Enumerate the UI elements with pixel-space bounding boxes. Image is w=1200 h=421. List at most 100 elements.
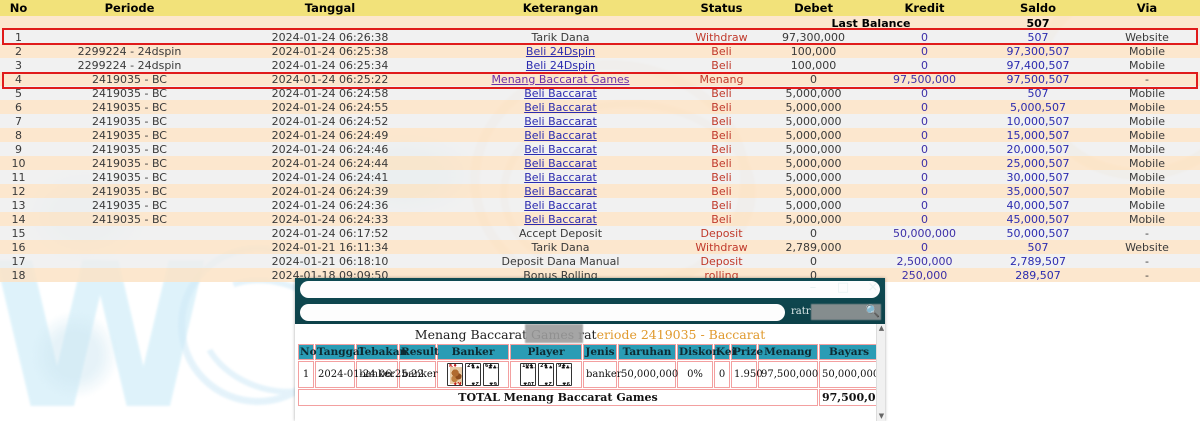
detail-col-taruhan: Taruhan xyxy=(618,344,676,360)
table-row[interactable]: 2 2299224 - 24dspin 2024-01-24 06:25:38 Bel… xyxy=(0,44,1200,58)
address-text: ratr xyxy=(791,306,811,317)
address-input[interactable] xyxy=(300,304,785,321)
cell-saldo: 507 xyxy=(982,240,1094,254)
keterangan-link[interactable]: Beli Baccarat xyxy=(524,184,597,198)
cell-tanggal: 2024-01-24 06:24:46 xyxy=(222,142,438,156)
scroll-down-icon[interactable]: ▼ xyxy=(878,412,885,420)
table-row[interactable]: 12 2419035 - BC 2024-01-24 06:24:39 Beli Ba… xyxy=(0,184,1200,198)
cell-keterangan[interactable]: Beli Baccarat xyxy=(438,156,683,170)
keterangan-link[interactable]: Beli Baccarat xyxy=(524,142,597,156)
cell-saldo: 507 xyxy=(982,86,1094,100)
column-header-kredit: Kredit xyxy=(867,0,982,16)
maximize-icon[interactable]: □ xyxy=(836,280,850,295)
cell-keterangan[interactable]: Beli Baccarat xyxy=(438,114,683,128)
cell-no: 8 xyxy=(0,128,37,142)
card-rank: 9♣ xyxy=(558,363,566,369)
table-row[interactable]: 13 2419035 - BC 2024-01-24 06:24:36 Beli Ba… xyxy=(0,198,1200,212)
keterangan-link[interactable]: Beli 24Dspin xyxy=(525,44,596,58)
table-row[interactable]: 7 2419035 - BC 2024-01-24 06:24:52 Beli Bac… xyxy=(0,114,1200,128)
cell-keterangan[interactable]: Beli Baccarat xyxy=(438,86,683,100)
cell-kredit: 0 xyxy=(867,128,982,142)
cell-saldo: 25,000,507 xyxy=(982,156,1094,170)
cell-kredit: 0 xyxy=(867,170,982,184)
table-row[interactable]: 14 2419035 - BC 2024-01-24 06:24:33 Beli Ba… xyxy=(0,212,1200,226)
table-row[interactable]: 1 2024-01-24 06:26:38 Tarik Dana Withdraw 97… xyxy=(0,30,1200,44)
cell-kredit: 0 xyxy=(867,58,982,72)
cell-no: 10 xyxy=(0,156,37,170)
cell-debet: 5,000,000 xyxy=(760,156,867,170)
cell-tanggal: 2024-01-24 06:24:52 xyxy=(222,114,438,128)
cell-status: Menang xyxy=(683,72,760,86)
table-row[interactable]: 3 2299224 - 24dspin 2024-01-24 06:25:34 Bel… xyxy=(0,58,1200,72)
table-row[interactable]: 17 2024-01-21 06:18:10 Deposit Dana Manual… xyxy=(0,254,1200,268)
cell-keterangan[interactable]: Beli Baccarat xyxy=(438,198,683,212)
column-header-debet: Debet xyxy=(760,0,867,16)
cell-kredit: 0 xyxy=(867,100,982,114)
cell-tanggal: 2024-01-24 06:25:38 xyxy=(222,44,438,58)
cell-keterangan[interactable]: Beli 24Dspin xyxy=(438,44,683,58)
keterangan-link[interactable]: Beli Baccarat xyxy=(524,156,597,170)
cell-kredit: 2,500,000 xyxy=(867,254,982,268)
scroll-up-icon[interactable]: ▲ xyxy=(878,324,885,332)
cell-status: Beli xyxy=(683,44,760,58)
cell-debet: 2,789,000 xyxy=(760,240,867,254)
keterangan-link[interactable]: Beli Baccarat xyxy=(524,100,597,114)
cell-keterangan[interactable]: Beli Baccarat xyxy=(438,142,683,156)
close-icon[interactable]: × xyxy=(867,280,879,295)
keterangan-link[interactable]: Beli Baccarat xyxy=(524,86,597,100)
cell-via: Mobile xyxy=(1094,128,1200,142)
card-pips: ♠♠ xyxy=(544,365,553,371)
card-rank-inverted: 6♣ xyxy=(489,380,497,386)
cell-tanggal: 2024-01-24 06:24:41 xyxy=(222,170,438,184)
keterangan-link[interactable]: Beli Baccarat xyxy=(524,198,597,212)
column-header-no: No xyxy=(0,0,37,16)
cell-no: 15 xyxy=(0,226,37,240)
keterangan-link[interactable]: Menang Baccarat Games xyxy=(491,72,630,86)
table-row[interactable]: 10 2419035 - BC 2024-01-24 06:24:44 Beli Ba… xyxy=(0,156,1200,170)
cell-tanggal: 2024-01-24 06:24:55 xyxy=(222,100,438,114)
cell-keterangan[interactable]: Beli Baccarat xyxy=(438,128,683,142)
search-icon[interactable]: 🔍 xyxy=(865,304,880,318)
cell-debet: 5,000,000 xyxy=(760,114,867,128)
table-row[interactable]: 16 2024-01-21 16:11:34 Tarik Dana Withdraw 2… xyxy=(0,240,1200,254)
keterangan-link[interactable]: Beli Baccarat xyxy=(524,128,597,142)
detail-col-bayars: Bayars xyxy=(819,344,879,360)
cell-saldo: 289,507 xyxy=(982,268,1094,282)
cell-debet: 0 xyxy=(760,226,867,240)
table-row[interactable]: 11 2419035 - BC 2024-01-24 06:24:41 Beli Ba… xyxy=(0,170,1200,184)
table-row[interactable]: 15 2024-01-24 06:17:52 Accept Deposit Depos… xyxy=(0,226,1200,240)
cell-no: 12 xyxy=(0,184,37,198)
cell-periode: 2419035 - BC xyxy=(37,86,222,100)
table-row[interactable]: 6 2419035 - BC 2024-01-24 06:24:55 Beli Bac… xyxy=(0,100,1200,114)
cell-keterangan[interactable]: Beli Baccarat xyxy=(438,212,683,226)
card-pips xyxy=(450,367,462,384)
cell-keterangan[interactable]: Beli Baccarat xyxy=(438,184,683,198)
cell-kredit: 0 xyxy=(867,212,982,226)
player-card-group: 10♣♣♣♣♣♣♣♣♣♣♣10♣2♠♠♠2♠9♣♣♣♣♣♣♣♣♣♣9♣ xyxy=(513,363,579,386)
keterangan-link[interactable]: Beli Baccarat xyxy=(524,170,597,184)
table-row[interactable]: 5 2419035 - BC 2024-01-24 06:24:58 Beli Bac… xyxy=(0,86,1200,100)
table-row[interactable]: 4 2419035 - BC 2024-01-24 06:25:22 Menang B… xyxy=(0,72,1200,86)
table-row[interactable]: 9 2419035 - BC 2024-01-24 06:24:46 Beli Bac… xyxy=(0,142,1200,156)
browser-tab[interactable] xyxy=(300,281,880,298)
cell-tanggal: 2024-01-24 06:25:22 xyxy=(222,72,438,86)
popup-scrollbar[interactable]: ▲ ▼ xyxy=(876,324,885,421)
cell-via: Mobile xyxy=(1094,156,1200,170)
cell-keterangan: Accept Deposit xyxy=(438,226,683,240)
popup-browser-window[interactable]: – □ × ratr 🔍 ▲ ▼ Menang Baccarat Games r… xyxy=(295,278,885,421)
cell-keterangan[interactable]: Beli Baccarat xyxy=(438,170,683,184)
cell-tanggal: 2024-01-24 06:26:38 xyxy=(222,30,438,44)
cell-tanggal: 2024-01-24 06:24:44 xyxy=(222,156,438,170)
keterangan-link[interactable]: Beli Baccarat xyxy=(524,114,597,128)
table-row[interactable]: 8 2419035 - BC 2024-01-24 06:24:49 Beli Bac… xyxy=(0,128,1200,142)
minimize-icon[interactable]: – xyxy=(809,280,817,295)
cell-periode: 2419035 - BC xyxy=(37,170,222,184)
keterangan-link[interactable]: Beli 24Dspin xyxy=(525,58,596,72)
cell-keterangan[interactable]: Beli Baccarat xyxy=(438,100,683,114)
cell-via: Website xyxy=(1094,240,1200,254)
cell-saldo: 2,789,507 xyxy=(982,254,1094,268)
cell-keterangan[interactable]: Beli 24Dspin xyxy=(438,58,683,72)
keterangan-link[interactable]: Beli Baccarat xyxy=(524,212,597,226)
detail-cell-banker-cards: K♦K♦2♠♠♠2♠6♣♣♣♣♣♣♣6♣ xyxy=(437,361,509,388)
cell-keterangan[interactable]: Menang Baccarat Games xyxy=(438,72,683,86)
